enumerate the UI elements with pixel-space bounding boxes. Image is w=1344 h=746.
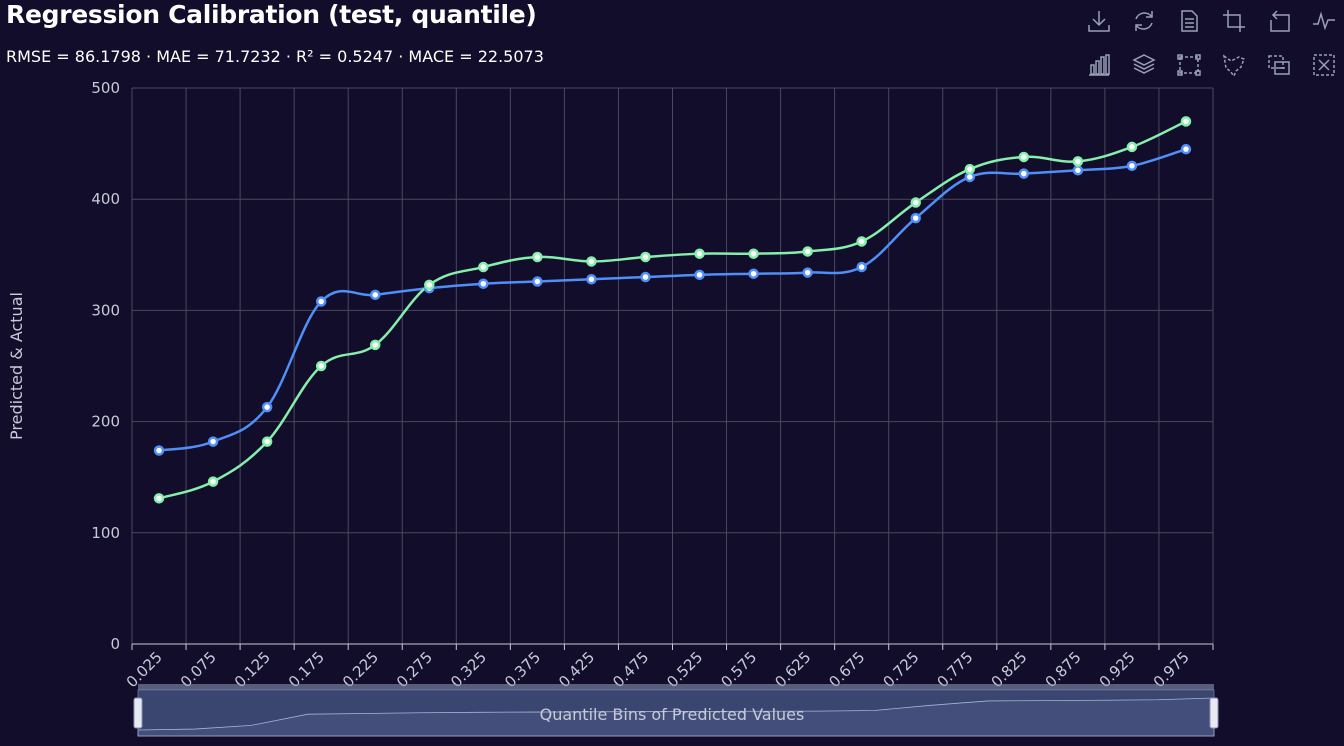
predicted-series-point[interactable] — [369, 289, 381, 301]
predicted-series-point[interactable] — [1018, 168, 1030, 179]
actual-series-point[interactable] — [478, 261, 489, 273]
actual-series-point[interactable] — [910, 197, 921, 208]
y-tick-label: 200 — [91, 413, 120, 431]
actual-series-point[interactable] — [369, 339, 381, 351]
zoom-slider-drag-bar[interactable] — [138, 684, 1214, 690]
y-tick-label: 100 — [91, 524, 120, 542]
zoom-slider-preview — [137, 697, 1215, 737]
y-tick-label: 0 — [110, 635, 120, 653]
toolbar-row-2 — [1086, 52, 1344, 78]
actual-series-point[interactable] — [1180, 116, 1192, 127]
actual-series-point[interactable] — [207, 476, 219, 487]
predicted-series-point[interactable] — [315, 296, 327, 307]
chart-title: Regression Calibration (test, quantile) — [6, 0, 537, 29]
predicted-series-point[interactable] — [856, 261, 867, 273]
download-icon[interactable] — [1086, 8, 1112, 34]
actual-series-point[interactable] — [802, 246, 813, 257]
actual-series-point[interactable] — [748, 248, 759, 259]
undo-icon[interactable] — [1266, 8, 1292, 34]
document-icon[interactable] — [1176, 8, 1202, 34]
lasso-select-icon[interactable] — [1221, 52, 1247, 78]
y-tick-label: 400 — [91, 190, 120, 208]
zoom-slider-left-handle[interactable] — [133, 697, 143, 729]
toolbar-row-1 — [1086, 8, 1344, 34]
x-axis-label: Quantile Bins of Predicted Values — [540, 705, 805, 724]
actual-series-point[interactable] — [1018, 151, 1030, 163]
pulse-icon[interactable] — [1311, 8, 1337, 34]
predicted-series-point[interactable] — [153, 445, 165, 456]
rect-select-icon[interactable] — [1176, 52, 1202, 78]
refresh-icon[interactable] — [1131, 8, 1157, 34]
crop-icon[interactable] — [1221, 8, 1247, 34]
actual-series-point[interactable] — [424, 279, 435, 291]
predicted-series-point[interactable] — [207, 436, 219, 447]
predicted-series-point[interactable] — [261, 401, 273, 413]
chart-subtitle: RMSE = 86.1798 · MAE = 71.7232 · R² = 0.… — [6, 47, 544, 66]
y-axis-label: Predicted & Actual — [7, 292, 26, 440]
predicted-series-point[interactable] — [1072, 165, 1084, 176]
actual-series-point[interactable] — [261, 436, 273, 447]
actual-series-point[interactable] — [153, 493, 165, 504]
y-tick-label: 500 — [91, 79, 120, 97]
actual-series-point[interactable] — [586, 256, 597, 267]
actual-series-point[interactable] — [315, 360, 327, 372]
keep-selection-icon[interactable] — [1266, 52, 1292, 78]
actual-series-point[interactable] — [1126, 141, 1138, 153]
y-tick-label: 300 — [91, 301, 120, 319]
bar-chart-icon[interactable] — [1086, 52, 1112, 78]
predicted-series-point[interactable] — [1180, 143, 1192, 155]
predicted-series-point[interactable] — [478, 278, 489, 289]
predicted-series-line — [158, 147, 1187, 452]
actual-series-point[interactable] — [1072, 156, 1084, 167]
actual-series-point[interactable] — [532, 251, 543, 263]
actual-series-point[interactable] — [640, 251, 651, 263]
actual-series-point[interactable] — [856, 236, 867, 247]
predicted-series-point[interactable] — [748, 268, 759, 279]
predicted-series-point[interactable] — [532, 276, 543, 287]
layers-icon[interactable] — [1131, 52, 1157, 78]
predicted-series-point[interactable] — [802, 267, 813, 278]
predicted-series-point[interactable] — [694, 269, 705, 281]
actual-series-point[interactable] — [964, 163, 976, 175]
clear-selection-icon[interactable] — [1311, 52, 1337, 78]
predicted-series-point[interactable] — [910, 212, 921, 224]
predicted-series-point[interactable] — [1126, 160, 1138, 172]
predicted-series-point[interactable] — [640, 271, 651, 283]
actual-series-point[interactable] — [694, 248, 705, 259]
predicted-series-point[interactable] — [586, 274, 597, 285]
zoom-slider-right-handle[interactable] — [1209, 697, 1219, 729]
